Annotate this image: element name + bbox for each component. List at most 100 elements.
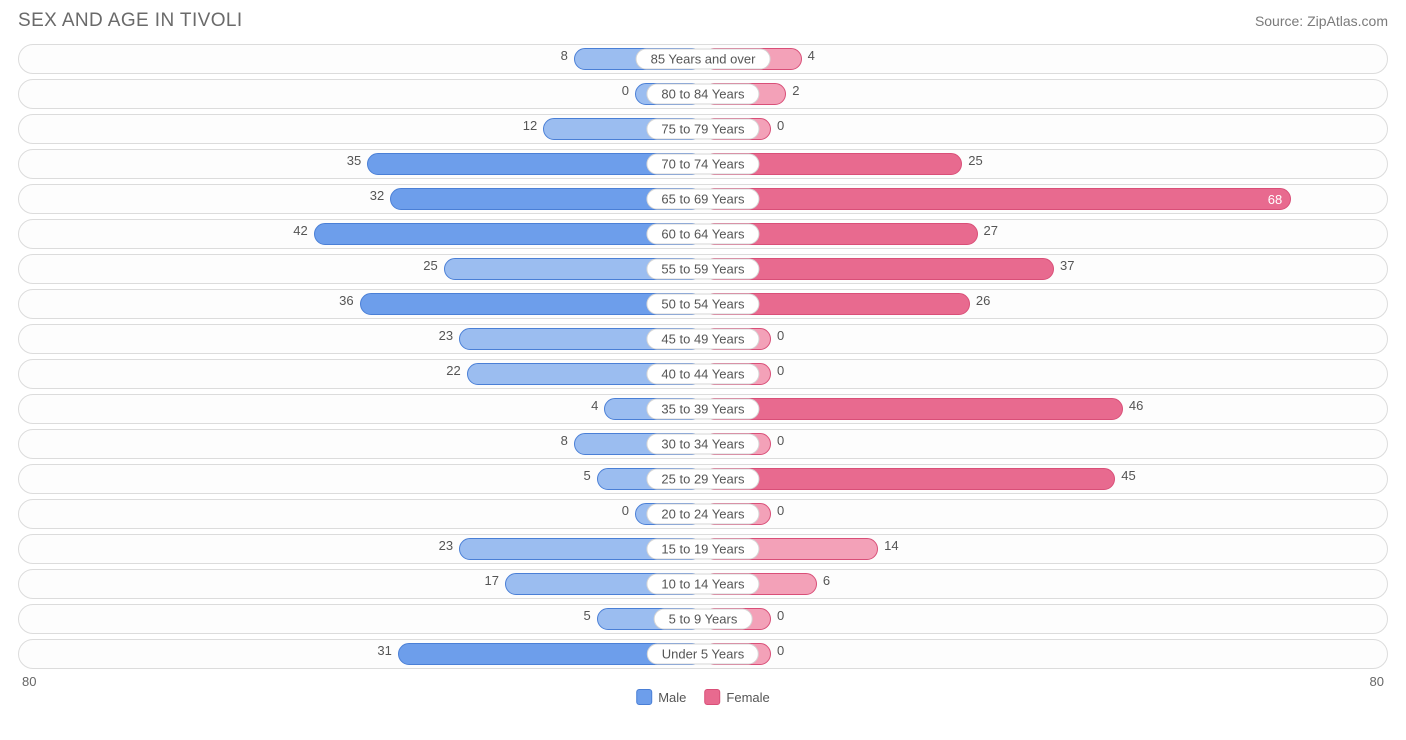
female-value: 0 [777, 503, 784, 525]
female-half: 6 [703, 573, 1383, 595]
bar-row: 4 46 35 to 39 Years [18, 394, 1388, 424]
axis-left-max: 80 [22, 674, 36, 689]
bar-row: 23 0 45 to 49 Years [18, 324, 1388, 354]
female-value: 0 [777, 643, 784, 665]
male-half: 0 [23, 503, 703, 525]
swatch-female [704, 689, 720, 705]
female-half: 46 [703, 398, 1383, 420]
diverging-bar-chart: 8485 Years and over0280 to 84 Years12075… [18, 44, 1388, 669]
female-half: 4 [703, 48, 1383, 70]
male-half: 0 [23, 83, 703, 105]
male-half: 23 [23, 328, 703, 350]
legend-label-female: Female [726, 690, 769, 705]
female-bar: 68 [703, 188, 1291, 210]
male-value: 35 [347, 153, 361, 175]
female-value: 37 [1060, 258, 1074, 280]
male-half: 8 [23, 48, 703, 70]
female-half: 0 [703, 433, 1383, 455]
female-half: 27 [703, 223, 1383, 245]
female-value: 0 [777, 433, 784, 455]
male-value: 8 [561, 433, 568, 455]
female-bar [703, 398, 1123, 420]
age-group-label: 35 to 39 Years [646, 399, 759, 420]
male-half: 12 [23, 118, 703, 140]
male-half: 31 [23, 643, 703, 665]
age-group-label: 60 to 64 Years [646, 224, 759, 245]
legend-item-male: Male [636, 689, 686, 705]
female-value: 46 [1129, 398, 1143, 420]
bar-row: 22040 to 44 Years [18, 359, 1388, 389]
female-half: 37 [703, 258, 1383, 280]
age-group-label: 20 to 24 Years [646, 504, 759, 525]
male-value: 5 [584, 468, 591, 490]
bar-row: 505 to 9 Years [18, 604, 1388, 634]
female-half: 2 [703, 83, 1383, 105]
chart-title: SEX AND AGE IN TIVOLI [18, 10, 243, 32]
legend-label-male: Male [658, 690, 686, 705]
age-group-label: 50 to 54 Years [646, 294, 759, 315]
age-group-label: 10 to 14 Years [646, 574, 759, 595]
female-half: 0 [703, 328, 1383, 350]
male-half: 36 [23, 293, 703, 315]
female-bar [703, 468, 1115, 490]
age-group-label: 5 to 9 Years [654, 609, 753, 630]
age-group-label: 65 to 69 Years [646, 189, 759, 210]
female-half: 0 [703, 503, 1383, 525]
male-value: 36 [339, 293, 353, 315]
age-group-label: 70 to 74 Years [646, 154, 759, 175]
bar-row: 0280 to 84 Years [18, 79, 1388, 109]
x-axis-labels: 80 80 [18, 674, 1388, 689]
male-value: 4 [591, 398, 598, 420]
female-value: 25 [968, 153, 982, 175]
female-value: 0 [777, 328, 784, 350]
age-group-label: 40 to 44 Years [646, 364, 759, 385]
male-value: 8 [561, 48, 568, 70]
age-group-label: 30 to 34 Years [646, 434, 759, 455]
source-attribution: Source: ZipAtlas.com [1255, 13, 1388, 29]
female-value: 6 [823, 573, 830, 595]
bar-row: 54525 to 29 Years [18, 464, 1388, 494]
axis-right-max: 80 [1370, 674, 1384, 689]
female-half: 14 [703, 538, 1383, 560]
female-half: 0 [703, 608, 1383, 630]
female-value: 27 [984, 223, 998, 245]
bar-row: 31 0 Under 5 Years [18, 639, 1388, 669]
bar-row: 35 25 70 to 74 Years [18, 149, 1388, 179]
female-value: 68 [1260, 192, 1290, 207]
bar-row: 42 27 60 to 64 Years [18, 219, 1388, 249]
male-value: 23 [439, 328, 453, 350]
male-value: 23 [439, 538, 453, 560]
age-group-label: 55 to 59 Years [646, 259, 759, 280]
bar-row: 36 26 50 to 54 Years [18, 289, 1388, 319]
female-value: 4 [808, 48, 815, 70]
male-half: 4 [23, 398, 703, 420]
age-group-label: 45 to 49 Years [646, 329, 759, 350]
male-value: 42 [293, 223, 307, 245]
male-value: 32 [370, 188, 384, 210]
male-half: 8 [23, 433, 703, 455]
female-half: 25 [703, 153, 1383, 175]
female-half: 0 [703, 643, 1383, 665]
male-half: 5 [23, 468, 703, 490]
bar-row: 23 1415 to 19 Years [18, 534, 1388, 564]
bar-row: 8 0 30 to 34 Years [18, 429, 1388, 459]
bar-row: 8485 Years and over [18, 44, 1388, 74]
male-half: 32 [23, 188, 703, 210]
male-bar [314, 223, 703, 245]
legend-item-female: Female [704, 689, 769, 705]
female-value: 45 [1121, 468, 1135, 490]
female-value: 2 [792, 83, 799, 105]
male-half: 5 [23, 608, 703, 630]
male-value: 12 [523, 118, 537, 140]
age-group-label: 75 to 79 Years [646, 119, 759, 140]
age-group-label: 15 to 19 Years [646, 539, 759, 560]
male-value: 25 [423, 258, 437, 280]
male-half: 23 [23, 538, 703, 560]
bar-row: 25 37 55 to 59 Years [18, 254, 1388, 284]
female-value: 26 [976, 293, 990, 315]
age-group-label: Under 5 Years [647, 644, 759, 665]
male-half: 25 [23, 258, 703, 280]
male-half: 17 [23, 573, 703, 595]
female-half: 0 [703, 118, 1383, 140]
male-value: 0 [622, 83, 629, 105]
